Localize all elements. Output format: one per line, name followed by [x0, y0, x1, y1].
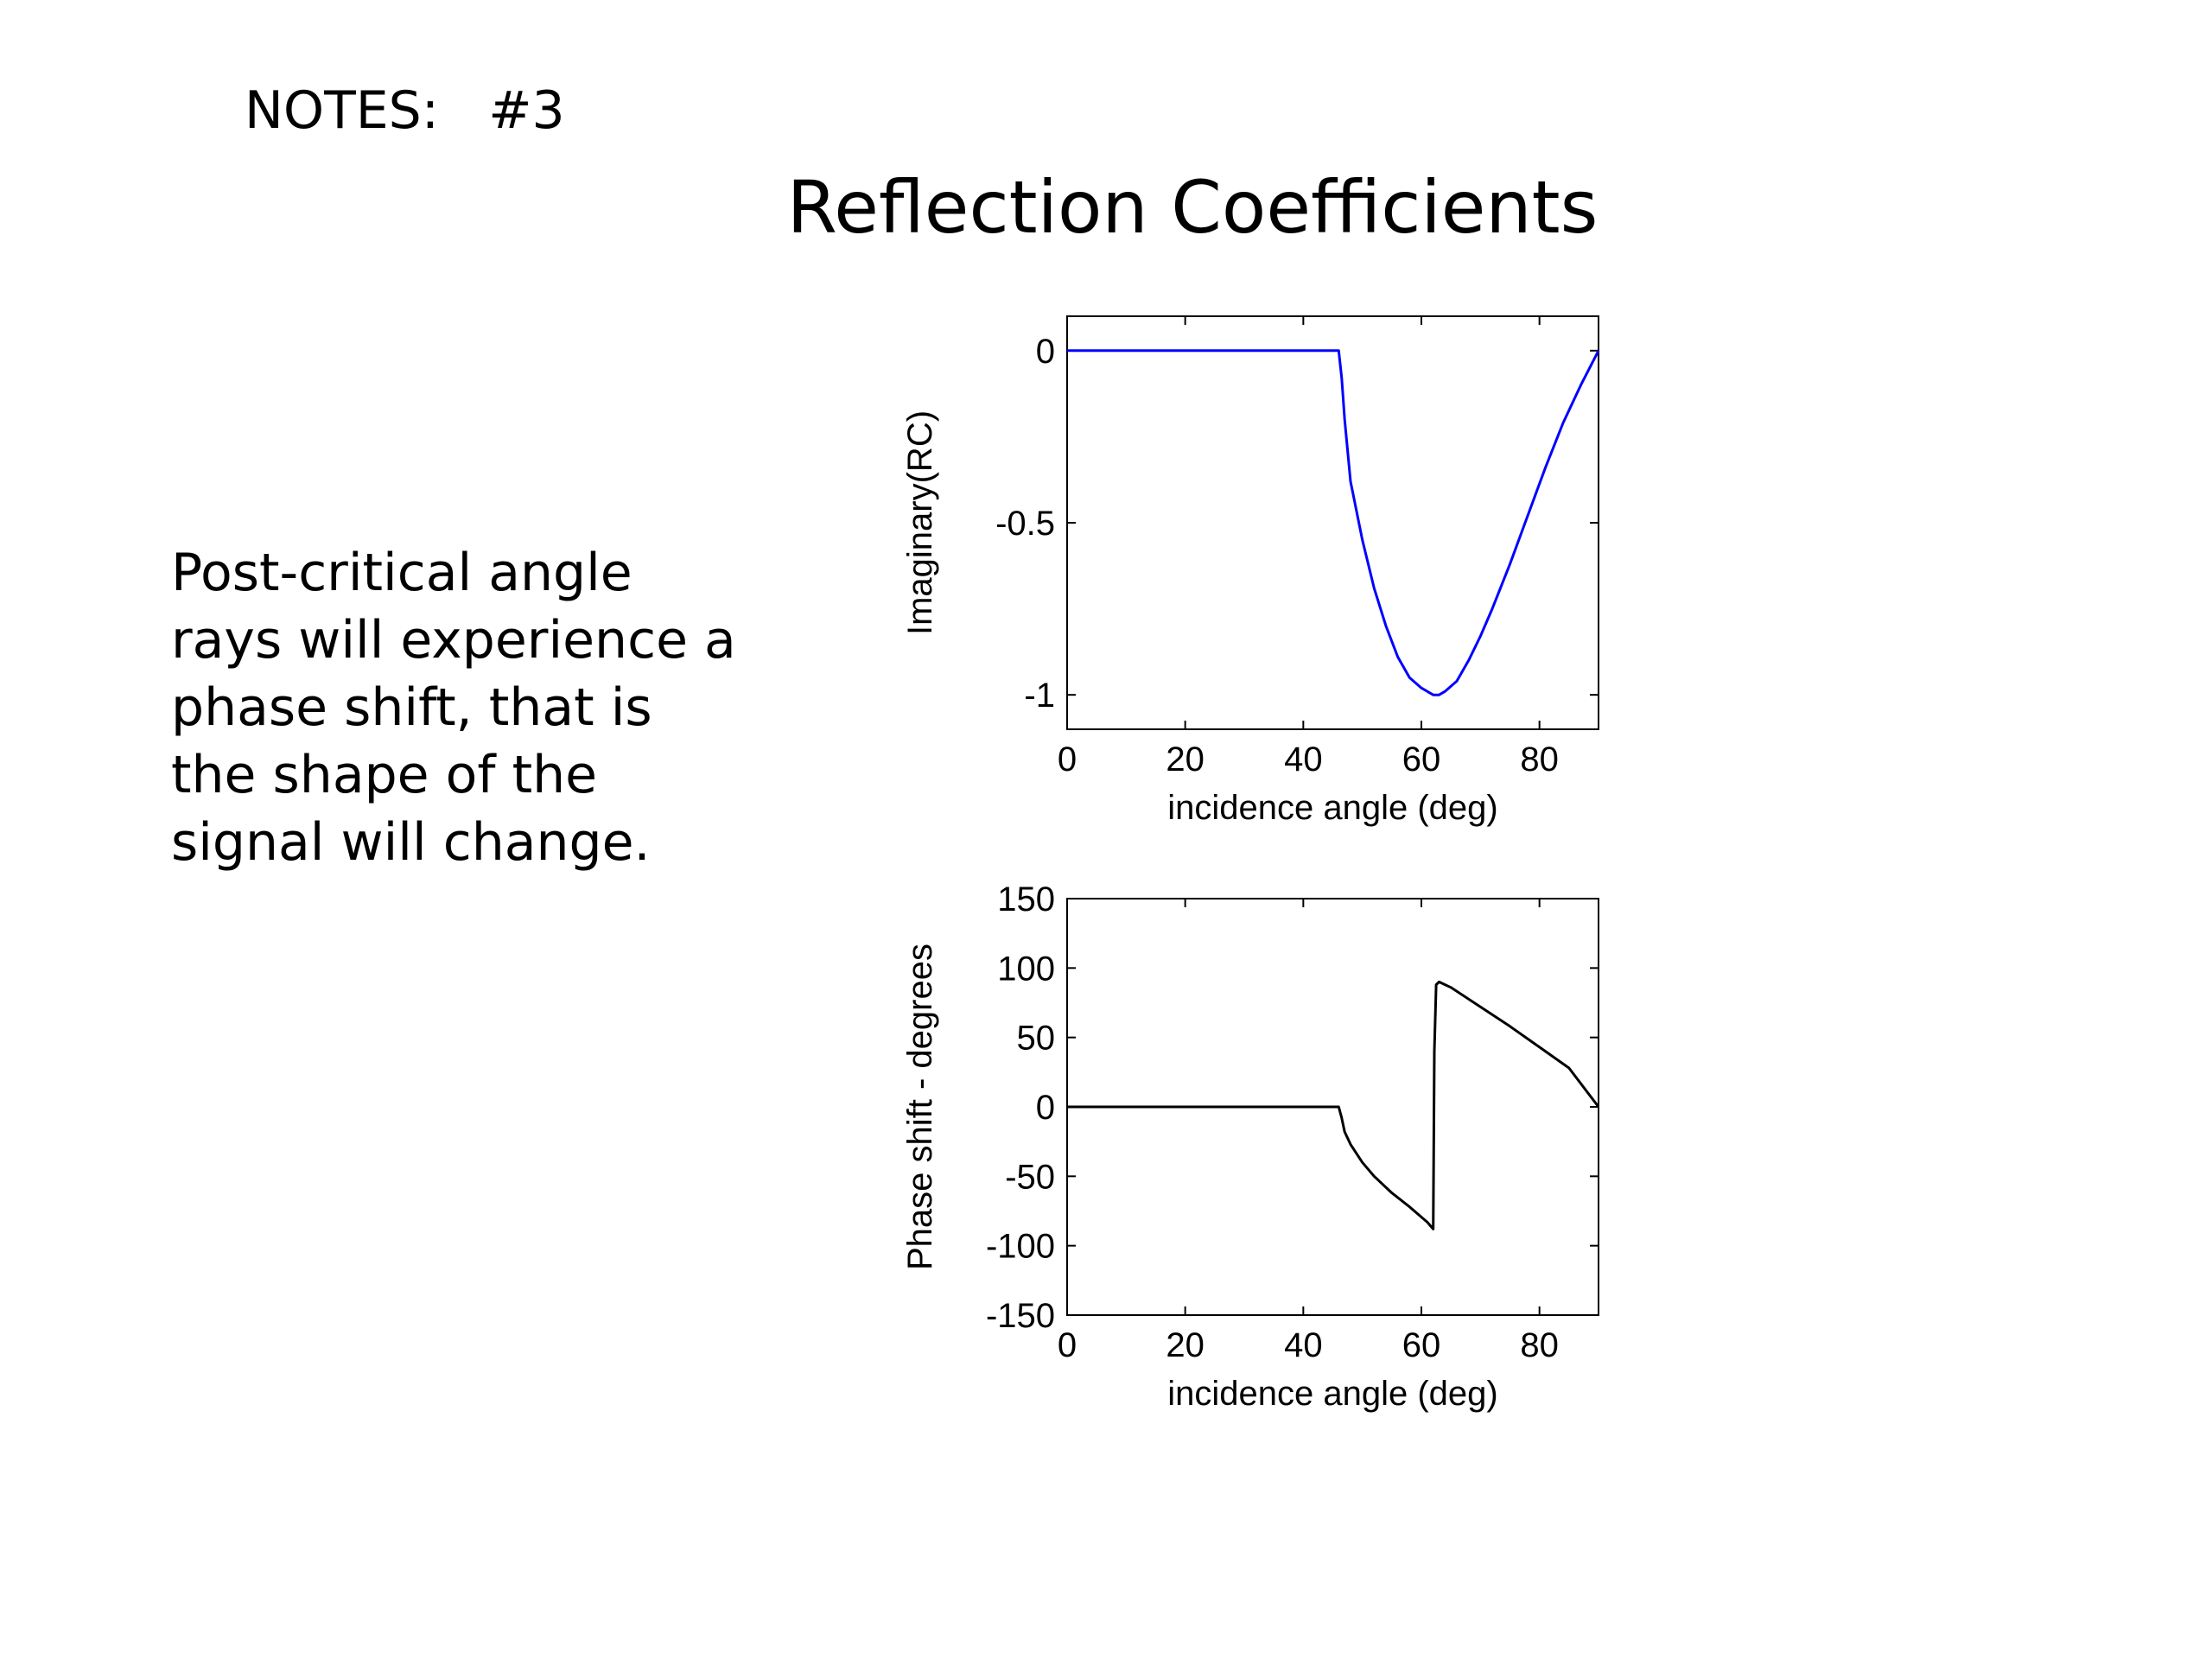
slide-title: Reflection Coefficients [786, 165, 1599, 250]
phase-y-tick-label: 50 [1017, 1020, 1056, 1058]
imag-y-tick-label: 0 [1036, 333, 1055, 371]
imag-x-tick-label: 80 [1520, 741, 1559, 779]
notes-label: NOTES: #3 [245, 80, 565, 141]
body-line: signal will change. [171, 812, 651, 873]
phase-y-tick-label: 100 [997, 950, 1055, 988]
imag-y-tick-label: -0.5 [995, 505, 1055, 543]
phase-y-tick-label: -50 [1005, 1158, 1055, 1196]
imag-plot-frame [1066, 315, 1599, 730]
body-line: the shape of the [171, 745, 598, 805]
body-line: phase shift, that is [171, 677, 652, 738]
phase-x-tick-label: 20 [1166, 1326, 1205, 1364]
imag-series-line-0 [1067, 349, 1600, 696]
phase-y-tick-label: -100 [986, 1228, 1055, 1266]
body-line: rays will experience a [171, 610, 736, 671]
imag-x-tick-label: 0 [1058, 741, 1077, 779]
phase-y-tick-label: 0 [1036, 1089, 1055, 1127]
phase-y-tick-label: 150 [997, 880, 1055, 918]
charts-svg: 0 20 40 60 80 0 -0.5 -1 incidence angle (deg) Ima… [901, 315, 1600, 1413]
phase-x-tick-label: 60 [1402, 1326, 1441, 1364]
phase-x-tick-label: 80 [1520, 1326, 1559, 1364]
imag-y-axis-label: Imaginary(RC) [901, 410, 939, 635]
phase-y-tick-label: -150 [986, 1297, 1055, 1335]
phase-y-axis-label: Phase shift - degrees [901, 944, 939, 1270]
imag-x-tick-label: 60 [1402, 741, 1441, 779]
body-line: Post-critical angle [171, 543, 632, 603]
phase-x-axis-label: incidence angle (deg) [1167, 1375, 1497, 1413]
phase-series-line-0 [1067, 980, 1600, 1230]
imag-x-tick-label: 20 [1166, 741, 1205, 779]
imag-y-tick-label: -1 [1024, 677, 1055, 715]
phase-x-tick-label: 40 [1284, 1326, 1323, 1364]
body-text: Post-critical angle rays will experience… [171, 539, 828, 876]
charts-container: 0 20 40 60 80 0 -0.5 -1 incidence angle (deg) Ima… [881, 285, 1642, 1465]
imag-x-axis-label: incidence angle (deg) [1167, 789, 1497, 827]
imag-x-tick-label: 40 [1284, 741, 1323, 779]
phase-x-tick-label: 0 [1058, 1326, 1077, 1364]
